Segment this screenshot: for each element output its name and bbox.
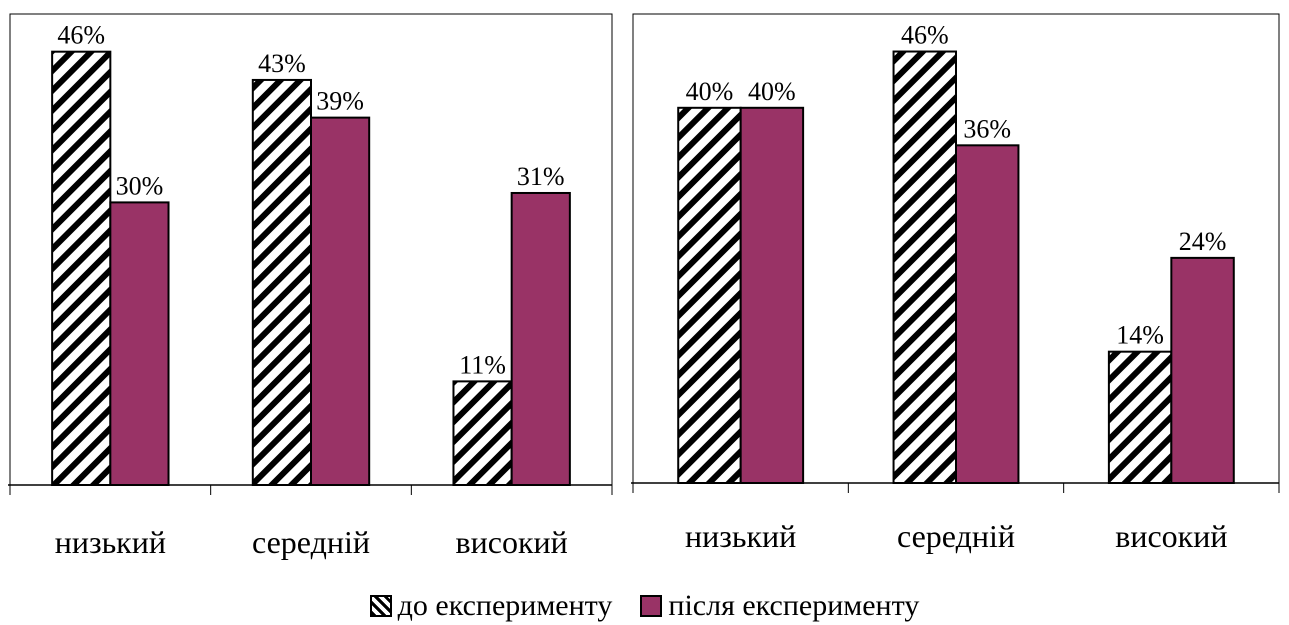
legend-swatch-before [369,595,392,617]
bar-before-1 [677,106,742,485]
data-label-before-3: 11% [459,350,506,379]
legend: до експерименту після експерименту [0,588,1289,624]
data-label-after-1: 40% [748,77,796,106]
bar-after-2 [310,116,371,487]
data-label-after-3: 24% [1179,227,1227,256]
bar-before-2 [251,78,313,486]
data-label-before-1: 46% [57,21,105,50]
charts-canvas: 46% 30% низький 43% 39% середній 11% 31% високий… [8,13,1280,560]
bar-after-2 [955,144,1020,484]
category-label-2: середній [252,524,370,560]
legend-item-after: після експерименту [640,589,919,623]
data-label-before-2: 43% [258,49,306,78]
data-label-after-1: 30% [116,171,164,200]
legend-label-after: після експерименту [668,589,920,622]
data-label-before-3: 14% [1116,321,1164,350]
data-label-before-2: 46% [901,21,949,50]
bar-before-3 [1107,350,1173,484]
bar-before-2 [892,50,958,485]
plot-frame [632,13,1280,483]
bar-before-3 [452,380,513,487]
data-label-after-2: 39% [316,87,364,116]
bar-after-1 [739,106,805,485]
category-label-3: високий [1115,518,1227,554]
bar-after-1 [109,201,170,486]
data-label-after-3: 31% [517,162,565,191]
legend-swatch-after [640,595,663,617]
category-label-2: середній [897,518,1015,554]
bar-after-3 [510,191,571,486]
data-label-after-2: 36% [963,114,1011,143]
bar-after-3 [1170,256,1235,484]
category-label-1: низький [685,518,796,554]
bar-before-1 [51,50,112,487]
chart-1: 46% 30% низький 43% 39% середній 11% 31% високий [8,13,613,560]
category-label-1: низький [55,524,166,560]
legend-item-before: до експерименту [369,589,613,623]
category-label-3: високий [456,524,568,560]
legend-label-before: до експерименту [397,589,613,622]
plot-frame [9,13,613,485]
chart-2: 40% 40% низький 46% 36% середній 14% 24% високий [631,13,1280,554]
data-label-before-1: 40% [686,77,734,106]
